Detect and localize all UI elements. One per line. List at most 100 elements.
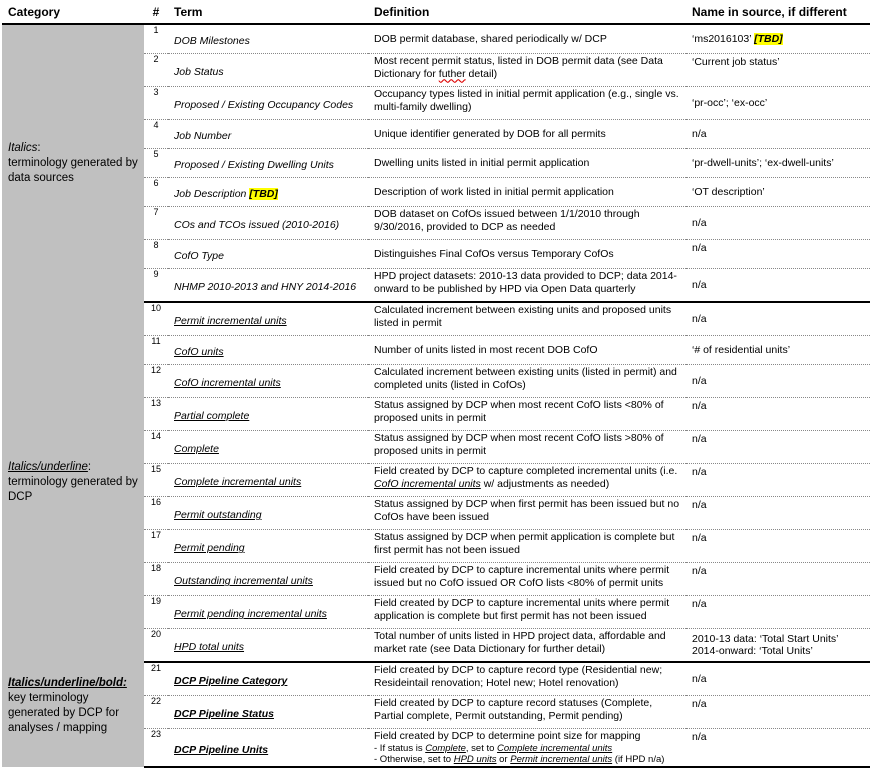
table-row: 12 CofO incremental units Calculated inc… (2, 364, 870, 398)
row-number: 20 (144, 628, 168, 663)
category-desc: terminology generated by DCP (8, 475, 138, 503)
header-term: Term (168, 0, 368, 25)
source-cell: n/a (686, 529, 870, 563)
definition-text: Field created by DCP to capture complete… (374, 465, 678, 477)
term-cell: DCP Pipeline Category (168, 662, 368, 696)
definition-text: , set to (465, 742, 498, 754)
table-row: 9 NHMP 2010-2013 and HNY 2014-2016 HPD p… (2, 268, 870, 303)
source-cell: n/a (686, 662, 870, 696)
term-reference: Complete (425, 742, 466, 754)
category-title: Italics/underline (8, 460, 88, 473)
row-number: 13 (144, 397, 168, 431)
table-row: Italics/underline: terminology generated… (2, 302, 870, 662)
term-cell: Permit pending (168, 529, 368, 563)
source-cell: n/a (686, 695, 870, 729)
source-cell: ‘pr-dwell-units’; ‘ex-dwell-units’ (686, 148, 870, 178)
definition-cell: Calculated increment between existing un… (368, 364, 686, 398)
term-reference: Permit incremental units (510, 753, 613, 765)
table-row: 7 COs and TCOs issued (2010-2016) DOB da… (2, 206, 870, 240)
definition-text: or (496, 753, 511, 765)
table-row: 15 Complete incremental units Field crea… (2, 463, 870, 497)
definition-cell: HPD project datasets: 2010-13 data provi… (368, 268, 686, 303)
definition-cell: DOB dataset on CofOs issued between 1/1/… (368, 206, 686, 240)
row-number: 5 (144, 148, 168, 178)
category-title: Italics/underline/bold: (8, 677, 127, 689)
category-title: Italics (8, 142, 38, 154)
term-cell: CofO Type (168, 239, 368, 269)
category-desc: terminology generated by data sources (8, 157, 138, 184)
row-number: 3 (144, 86, 168, 120)
table-row: 6 Job Description [TBD] Description of w… (2, 177, 870, 207)
term-cell: DCP Pipeline Status (168, 695, 368, 729)
term-text: Job Description (174, 188, 250, 201)
source-cell: n/a (686, 430, 870, 464)
definition-cell: Calculated increment between existing un… (368, 302, 686, 336)
definition-text: Field created by DCP to determine point … (374, 730, 641, 742)
definition-cell: Field created by DCP to capture complete… (368, 463, 686, 497)
definition-cell: Number of units listed in most recent DO… (368, 335, 686, 365)
definition-cell: Occupancy types listed in initial permit… (368, 86, 686, 120)
category-title-suffix: : (37, 142, 41, 154)
table-row: 16 Permit outstanding Status assigned by… (2, 496, 870, 530)
term-cell: CofO units (168, 335, 368, 365)
term-cell: Outstanding incremental units (168, 562, 368, 596)
table-row: 5 Proposed / Existing Dwelling Units Dwe… (2, 148, 870, 178)
row-number: 12 (144, 364, 168, 398)
term-reference: HPD units (453, 753, 497, 765)
source-cell: ‘pr-occ’; ‘ex-occ’ (686, 86, 870, 120)
source-cell: n/a (686, 496, 870, 530)
definition-text: Most recent permit status, listed in DOB… (374, 55, 663, 80)
source-cell: 2010-13 data: ‘Total Start Units’ 2014-on… (686, 628, 870, 663)
source-cell: n/a (686, 595, 870, 629)
definition-cell: Status assigned by DCP when most recent … (368, 397, 686, 431)
definition-cell: Field created by DCP to determine point … (368, 728, 686, 768)
row-number: 23 (144, 728, 168, 768)
definition-cell: Field created by DCP to capture record s… (368, 695, 686, 729)
source-cell: n/a (686, 302, 870, 336)
definition-text: (if HPD n/a) (612, 753, 665, 765)
row-number: 11 (144, 335, 168, 365)
definition-text: - If status is (374, 742, 426, 754)
table-row: 17 Permit pending Status assigned by DCP… (2, 529, 870, 563)
table-row: Italics/underline/bold: key terminology … (2, 662, 870, 767)
definition-cell: DOB permit database, shared periodically… (368, 24, 686, 54)
category-cell-italics-underline-bold: Italics/underline/bold: key terminology … (2, 662, 144, 767)
source-cell: n/a (686, 364, 870, 398)
term-cell: Permit outstanding (168, 496, 368, 530)
header-category: Category (2, 0, 144, 25)
source-cell: n/a (686, 268, 870, 303)
header-num: # (144, 0, 168, 25)
term-cell: NHMP 2010-2013 and HNY 2014-2016 (168, 268, 368, 303)
table-row: 14 Complete Status assigned by DCP when … (2, 430, 870, 464)
row-number: 2 (144, 53, 168, 87)
category-desc: key terminology generated by DCP for ana… (8, 692, 120, 734)
source-cell: ‘OT description’ (686, 177, 870, 207)
term-cell: Job Description [TBD] (168, 177, 368, 207)
misspelled-word: futher (438, 67, 466, 80)
term-reference: CofO incremental units (374, 477, 481, 490)
category-title-suffix: : (87, 460, 92, 473)
definition-cell: Distinguishes Final CofOs versus Tempora… (368, 239, 686, 269)
term-cell: Permit pending incremental units (168, 595, 368, 629)
row-number: 21 (144, 662, 168, 696)
term-cell: HPD total units (168, 628, 368, 663)
definition-subitem: - Otherwise, set to HPD units or Permit … (374, 754, 680, 765)
definition-cell: Dwelling units listed in initial permit … (368, 148, 686, 178)
row-number: 8 (144, 239, 168, 269)
term-reference: Complete incremental units (497, 742, 613, 754)
row-number: 4 (144, 119, 168, 149)
term-cell: CofO incremental units (168, 364, 368, 398)
term-cell: Partial complete (168, 397, 368, 431)
term-cell: COs and TCOs issued (2010-2016) (168, 206, 368, 240)
category-cell-italics: Italics: terminology generated by data s… (2, 24, 144, 302)
header-source: Name in source, if different (686, 0, 870, 25)
table-row: 3 Proposed / Existing Occupancy Codes Oc… (2, 86, 870, 120)
row-number: 10 (144, 302, 168, 336)
category-cell-italics-underline: Italics/underline: terminology generated… (2, 302, 144, 662)
term-cell: Complete incremental units (168, 463, 368, 497)
row-number: 7 (144, 206, 168, 240)
term-cell: Complete (168, 430, 368, 464)
source-text: 2014-onward: ‘Total Units’ (692, 645, 813, 657)
definition-cell: Unique identifier generated by DOB for a… (368, 119, 686, 149)
row-number: 9 (144, 268, 168, 303)
